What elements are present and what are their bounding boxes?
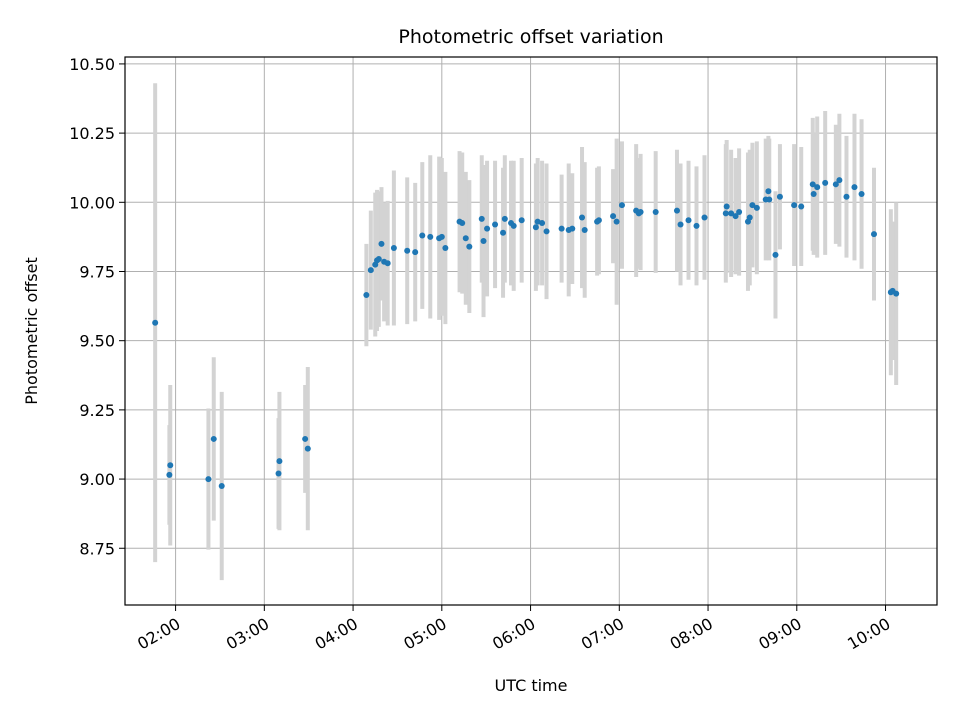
data-point <box>378 240 385 247</box>
data-point <box>776 193 783 200</box>
data-point <box>858 191 865 197</box>
data-point <box>484 225 491 232</box>
data-point <box>478 215 485 222</box>
data-point <box>595 217 602 224</box>
data-point <box>304 445 311 452</box>
y-tick-label: 10.25 <box>69 124 115 143</box>
data-point <box>480 238 487 245</box>
data-point <box>814 184 821 191</box>
data-point <box>166 471 173 478</box>
data-point <box>822 179 829 186</box>
data-point <box>302 435 309 442</box>
y-axis-ticks: 8.75 9.00 9.25 9.50 9.75 10.00 10.25 10.50 <box>69 55 125 558</box>
data-point <box>518 217 525 224</box>
data-points <box>152 177 900 489</box>
data-point <box>543 228 550 235</box>
data-point <box>205 476 212 483</box>
data-point <box>766 196 773 203</box>
data-point <box>167 462 174 469</box>
data-point <box>492 221 499 228</box>
data-point <box>152 319 159 326</box>
data-point <box>701 214 708 221</box>
data-point <box>427 233 434 240</box>
data-point <box>772 251 779 258</box>
data-point <box>613 218 620 225</box>
data-point <box>723 203 730 210</box>
y-tick-label: 9.25 <box>79 401 115 420</box>
y-tick-label: 10.00 <box>69 193 115 212</box>
data-point <box>539 220 546 227</box>
data-point <box>618 202 625 209</box>
data-point <box>438 233 445 240</box>
data-point <box>581 226 588 233</box>
data-point <box>275 470 282 477</box>
grid-lines <box>125 57 937 605</box>
data-point <box>809 181 816 188</box>
y-tick-label: 9.75 <box>79 262 115 281</box>
data-point <box>218 482 225 489</box>
data-point <box>404 247 411 254</box>
data-point <box>462 235 469 242</box>
data-point <box>851 184 858 191</box>
y-tick-label: 9.50 <box>79 332 115 351</box>
data-point <box>836 177 843 184</box>
y-tick-label: 9.00 <box>79 470 115 489</box>
data-point <box>384 260 391 267</box>
data-point <box>746 214 753 221</box>
data-point <box>637 208 644 215</box>
data-point <box>753 204 760 211</box>
chart-title: Photometric offset variation <box>398 26 663 48</box>
data-point <box>722 210 729 217</box>
data-point <box>832 181 839 188</box>
data-point <box>466 243 473 250</box>
data-point <box>459 220 466 227</box>
data-point <box>677 221 684 228</box>
data-point <box>419 232 426 239</box>
y-tick-label: 8.75 <box>79 539 115 558</box>
data-point <box>500 229 507 236</box>
data-point <box>736 208 743 215</box>
data-point <box>442 244 449 251</box>
data-point <box>610 213 617 220</box>
data-point <box>749 202 756 209</box>
data-point <box>765 188 772 195</box>
data-point <box>510 222 517 229</box>
data-point <box>685 217 692 224</box>
data-point <box>798 203 805 210</box>
data-point <box>375 256 382 263</box>
data-point <box>732 213 739 220</box>
data-point <box>558 225 565 232</box>
y-tick-label: 10.50 <box>69 55 115 74</box>
data-point <box>276 458 283 465</box>
data-point <box>693 222 700 229</box>
data-point <box>791 202 798 209</box>
data-point <box>579 214 586 221</box>
data-point <box>532 224 539 231</box>
y-axis-label: Photometric offset <box>22 257 41 405</box>
data-point <box>673 207 680 214</box>
data-point <box>367 267 374 274</box>
data-point <box>810 191 817 197</box>
data-point <box>363 292 370 299</box>
data-point <box>210 435 217 442</box>
data-point <box>728 210 735 217</box>
data-point <box>870 231 877 238</box>
data-point <box>843 193 850 200</box>
data-point <box>412 249 419 256</box>
x-axis-label: UTC time <box>495 676 568 695</box>
data-point <box>652 208 659 215</box>
data-point <box>569 225 576 232</box>
data-point <box>893 290 900 297</box>
data-point <box>390 244 397 251</box>
data-point <box>501 215 508 222</box>
